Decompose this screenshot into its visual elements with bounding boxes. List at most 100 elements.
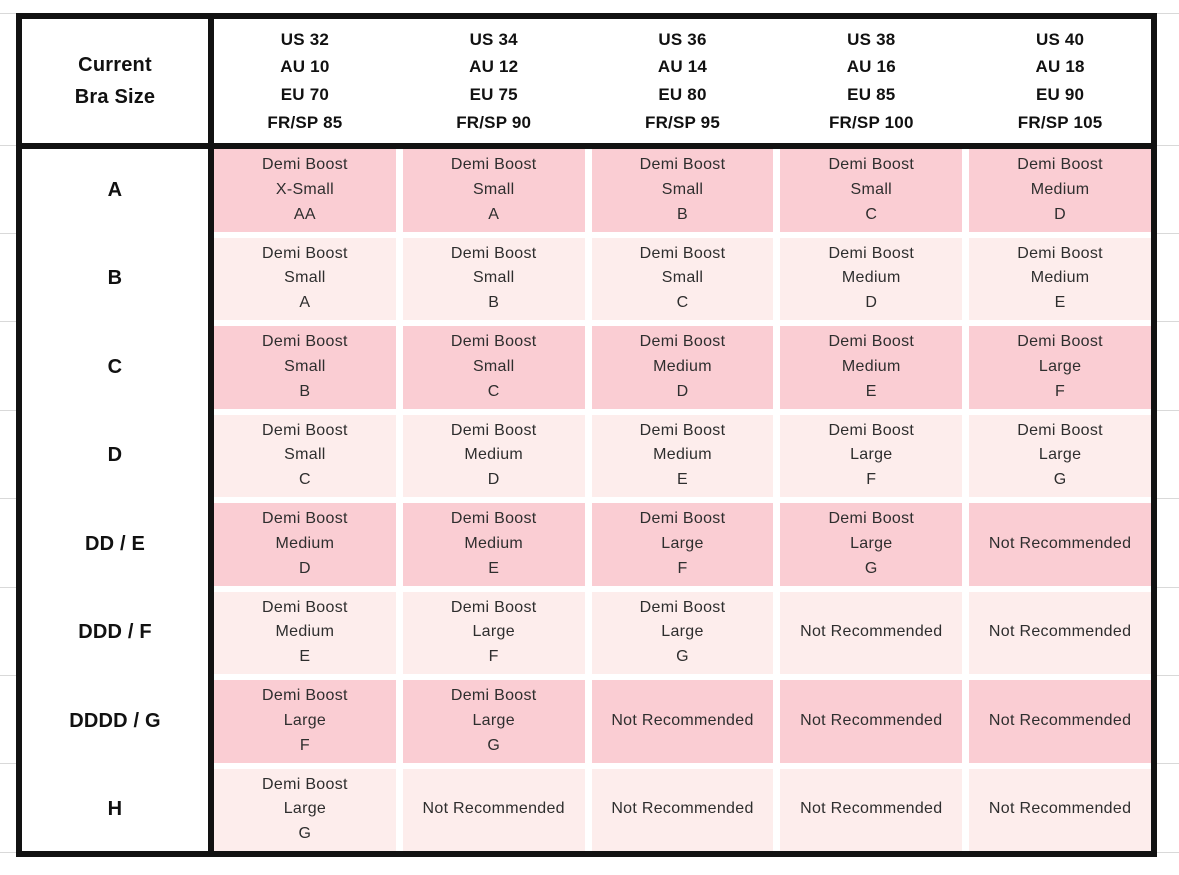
size-cell-line: Small [472, 357, 515, 375]
size-cell-line: E [299, 648, 311, 666]
size-cell-line: D [487, 471, 500, 489]
corner-cell-line: Current [78, 54, 152, 76]
column-header-line: FR/SP 85 [267, 112, 343, 132]
size-cell-line: E [677, 471, 688, 489]
data-grid: Demi Boost X-Small AA Demi Boost Small A Demi … [214, 149, 1151, 851]
size-cell-line: Large [850, 446, 893, 464]
size-cell-line: Demi Boost [828, 421, 915, 439]
column-header-line: AU 10 [280, 57, 330, 77]
size-cell-line: Small [284, 269, 326, 287]
size-cell-line: G [487, 736, 501, 754]
size-cell-line: Medium [841, 357, 901, 375]
size-cell-line: C [298, 471, 311, 489]
size-cell: Not Recommended [969, 503, 1151, 586]
size-cell-line: B [677, 205, 688, 223]
size-cell-line: Demi Boost [262, 598, 348, 616]
size-cell-line: Demi Boost [450, 598, 537, 616]
size-cell: Not Recommended [969, 768, 1151, 851]
size-cell-line: Demi Boost [1017, 333, 1103, 351]
size-cell-line: Small [850, 180, 893, 198]
size-cell-line: Demi Boost [1017, 156, 1103, 174]
row-label: H [107, 798, 123, 821]
column-header: US 40 AU 18 EU 90 FR/SP 105 [969, 19, 1151, 143]
size-cell-line: Medium [841, 269, 901, 287]
size-cell-line: Medium [653, 446, 712, 464]
size-cell: Demi Boost Medium D [402, 414, 585, 497]
row-label: DDDD / G [69, 709, 161, 732]
size-cell: Demi Boost Small A [214, 237, 396, 320]
size-cell-line: Large [850, 534, 893, 552]
size-cell: Demi Boost Medium E [214, 591, 396, 674]
size-cell-line: Demi Boost [639, 333, 726, 351]
size-cell-line: Demi Boost [828, 510, 915, 528]
size-cell-line: Large [1038, 446, 1082, 464]
size-cell: Demi Boost Medium D [214, 503, 396, 586]
size-cell-line: C [865, 205, 878, 223]
size-cell-line: D [298, 559, 311, 577]
size-cell: Demi Boost Medium E [780, 326, 963, 409]
size-cell: Demi Boost Small C [214, 414, 396, 497]
size-cell-line: Medium [275, 623, 335, 641]
column-header-line: EU 85 [847, 85, 896, 104]
size-cell-line: Medium [1030, 180, 1090, 198]
size-cell: Demi Boost Small B [214, 326, 396, 409]
size-cell-line: Small [661, 180, 704, 198]
table-body: A B C D DD / E DDD / F DDDD / G H Demi Boost X-S… [22, 149, 1151, 851]
size-cell: Demi Boost Large G [969, 414, 1151, 497]
size-cell-line: Demi Boost [639, 244, 726, 262]
size-cell-line: Small [284, 357, 326, 375]
column-header-line: US 34 [469, 29, 518, 49]
not-recommended-text: Not Recommended [988, 800, 1132, 818]
size-cell-line: Demi Boost [639, 598, 726, 616]
size-cell-line: A [488, 205, 500, 223]
row-label: DDD / F [78, 621, 152, 644]
size-cell-line: G [298, 825, 312, 843]
size-cell-line: Small [661, 269, 704, 287]
size-cell-line: F [677, 559, 688, 577]
size-cell-line: Medium [464, 446, 524, 464]
size-cell: Demi Boost Large G [214, 768, 396, 851]
size-cell-line: D [676, 382, 689, 400]
size-cell-line: Large [472, 623, 515, 641]
size-cell-line: F [866, 471, 877, 489]
column-header-line: AU 12 [469, 57, 519, 77]
size-cell-line: Demi Boost [262, 421, 348, 439]
size-cell-line: Demi Boost [262, 156, 348, 174]
size-cell: Demi Boost Medium D [780, 237, 963, 320]
column-header-line: EU 80 [658, 85, 707, 104]
size-cell-line: Demi Boost [450, 510, 537, 528]
row-label: DD / E [84, 532, 146, 555]
row-label: D [107, 444, 123, 467]
size-cell-line: A [299, 294, 311, 312]
column-header: US 36 AU 14 EU 80 FR/SP 95 [592, 19, 774, 143]
size-cell-line: Large [283, 711, 327, 729]
size-cell: Demi Boost Medium D [969, 149, 1151, 232]
column-header: US 38 AU 16 EU 85 FR/SP 100 [780, 19, 962, 143]
size-cell-line: Demi Boost [450, 687, 537, 705]
size-cell-line: C [676, 294, 689, 312]
size-cell-line: G [1053, 471, 1067, 489]
column-header-line: US 38 [847, 29, 896, 49]
size-cell-line: B [299, 382, 311, 400]
size-cell-line: Demi Boost [262, 244, 348, 262]
not-recommended-text: Not Recommended [988, 623, 1132, 641]
size-cell-line: Large [472, 711, 515, 729]
size-cell-line: G [676, 648, 689, 666]
size-cell-line: D [1054, 205, 1067, 223]
column-header-line: US 36 [658, 29, 707, 49]
size-cell: Demi Boost Large F [591, 503, 774, 586]
size-cell-line: E [1054, 294, 1066, 312]
size-cell-line: Demi Boost [262, 510, 348, 528]
column-header-line: FR/SP 100 [828, 112, 914, 132]
column-header-line: EU 75 [469, 85, 518, 104]
size-cell-line: Demi Boost [828, 156, 915, 174]
size-cell: Demi Boost Medium D [591, 326, 774, 409]
size-cell-line: Demi Boost [639, 421, 726, 439]
not-recommended-text: Not Recommended [988, 534, 1132, 552]
column-headers: US 32 AU 10 EU 70 FR/SP 85 US 34 AU 12 EU 75 FR… [214, 19, 1151, 143]
size-cell: Demi Boost Small A [402, 149, 585, 232]
size-cell-line: C [487, 382, 500, 400]
size-cell-line: Medium [653, 357, 712, 375]
size-cell: Not Recommended [402, 768, 585, 851]
size-cell: Not Recommended [969, 591, 1151, 674]
